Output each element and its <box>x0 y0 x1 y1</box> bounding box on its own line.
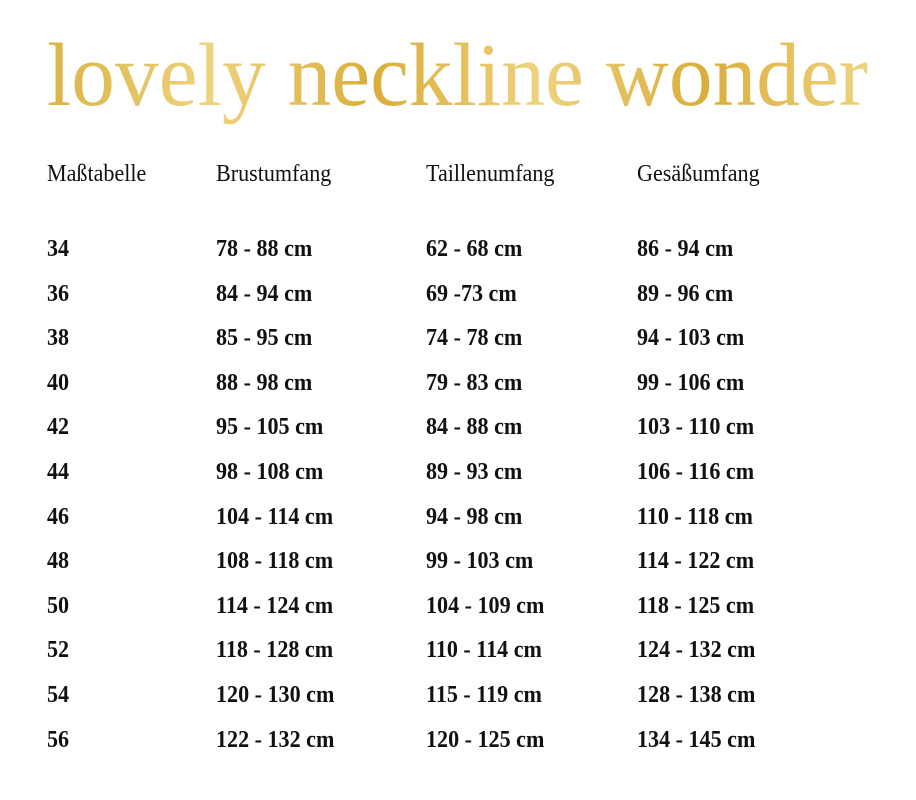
cell-size: 54 <box>47 682 70 708</box>
cell-size: 38 <box>47 325 70 352</box>
cell-bust: 104 - 114 cm <box>216 503 334 530</box>
table-row: 40 88 - 98 cm 79 - 83 cm 99 - 106 cm <box>0 368 916 398</box>
table-row: 42 95 - 105 cm 84 - 88 cm 103 - 110 cm <box>0 412 916 442</box>
cell-bust: 88 - 98 cm <box>216 369 313 396</box>
cell-hip: 114 - 122 cm <box>637 548 755 575</box>
cell-hip: 106 - 116 cm <box>637 459 755 485</box>
cell-waist: 99 - 103 cm <box>426 548 534 575</box>
cell-bust: 98 - 108 cm <box>216 459 324 485</box>
table-row: 52 118 - 128 cm 110 - 114 cm 124 - 132 cm <box>0 635 916 665</box>
cell-size: 56 <box>47 726 70 753</box>
cell-waist: 89 - 93 cm <box>426 459 523 485</box>
cell-waist: 115 - 119 cm <box>426 682 542 708</box>
cell-waist: 110 - 114 cm <box>426 637 542 664</box>
header-hip: Gesäßumfang <box>637 161 760 187</box>
table-row: 38 85 - 95 cm 74 - 78 cm 94 - 103 cm <box>0 323 916 353</box>
cell-waist: 74 - 78 cm <box>426 325 523 352</box>
cell-hip: 99 - 106 cm <box>637 369 745 396</box>
header-bust: Brustumfang <box>216 161 332 187</box>
cell-bust: 122 - 132 cm <box>216 726 335 753</box>
cell-hip: 94 - 103 cm <box>637 325 745 352</box>
brand-title: lovely neckline wonder <box>47 26 868 125</box>
table-row: 34 78 - 88 cm 62 - 68 cm 86 - 94 cm <box>0 234 916 264</box>
cell-bust: 108 - 118 cm <box>216 548 334 575</box>
table-row: 46 104 - 114 cm 94 - 98 cm 110 - 118 cm <box>0 502 916 532</box>
title-text: lovely neckline wonder <box>47 26 868 125</box>
table-row: 36 84 - 94 cm 69 -73 cm 89 - 96 cm <box>0 279 916 309</box>
cell-waist: 120 - 125 cm <box>426 726 545 753</box>
cell-size: 44 <box>47 459 70 485</box>
cell-size: 36 <box>47 280 70 307</box>
cell-bust: 85 - 95 cm <box>216 325 313 352</box>
cell-hip: 128 - 138 cm <box>637 682 756 708</box>
cell-bust: 118 - 128 cm <box>216 637 334 664</box>
cell-hip: 103 - 110 cm <box>637 414 755 441</box>
cell-bust: 95 - 105 cm <box>216 414 324 441</box>
cell-bust: 114 - 124 cm <box>216 592 334 619</box>
cell-size: 50 <box>47 592 70 619</box>
cell-hip: 124 - 132 cm <box>637 637 756 664</box>
cell-waist: 79 - 83 cm <box>426 369 523 396</box>
table-row: 56 122 - 132 cm 120 - 125 cm 134 - 145 cm <box>0 725 916 755</box>
header-size: Maßtabelle <box>47 161 147 187</box>
cell-waist: 94 - 98 cm <box>426 503 523 530</box>
table-row: 48 108 - 118 cm 99 - 103 cm 114 - 122 cm <box>0 546 916 576</box>
cell-bust: 78 - 88 cm <box>216 236 313 262</box>
cell-bust: 120 - 130 cm <box>216 682 335 708</box>
cell-waist: 62 - 68 cm <box>426 236 523 262</box>
cell-hip: 86 - 94 cm <box>637 236 734 262</box>
header-waist: Taillenumfang <box>426 161 555 187</box>
cell-hip: 110 - 118 cm <box>637 503 753 530</box>
table-row: 50 114 - 124 cm 104 - 109 cm 118 - 125 cm <box>0 591 916 621</box>
table-row: 44 98 - 108 cm 89 - 93 cm 106 - 116 cm <box>0 457 916 487</box>
cell-size: 34 <box>47 236 70 262</box>
cell-size: 52 <box>47 637 70 664</box>
cell-hip: 118 - 125 cm <box>637 592 755 619</box>
cell-bust: 84 - 94 cm <box>216 280 313 307</box>
table-header: Maßtabelle Brustumfang Taillenumfang Ges… <box>0 159 916 189</box>
cell-hip: 134 - 145 cm <box>637 726 756 753</box>
cell-hip: 89 - 96 cm <box>637 280 734 307</box>
cell-size: 40 <box>47 369 70 396</box>
cell-waist: 104 - 109 cm <box>426 592 545 619</box>
table-row: 54 120 - 130 cm 115 - 119 cm 128 - 138 cm <box>0 680 916 710</box>
cell-size: 42 <box>47 414 70 441</box>
cell-size: 46 <box>47 503 70 530</box>
cell-waist: 69 -73 cm <box>426 280 517 307</box>
cell-waist: 84 - 88 cm <box>426 414 523 441</box>
cell-size: 48 <box>47 548 70 575</box>
